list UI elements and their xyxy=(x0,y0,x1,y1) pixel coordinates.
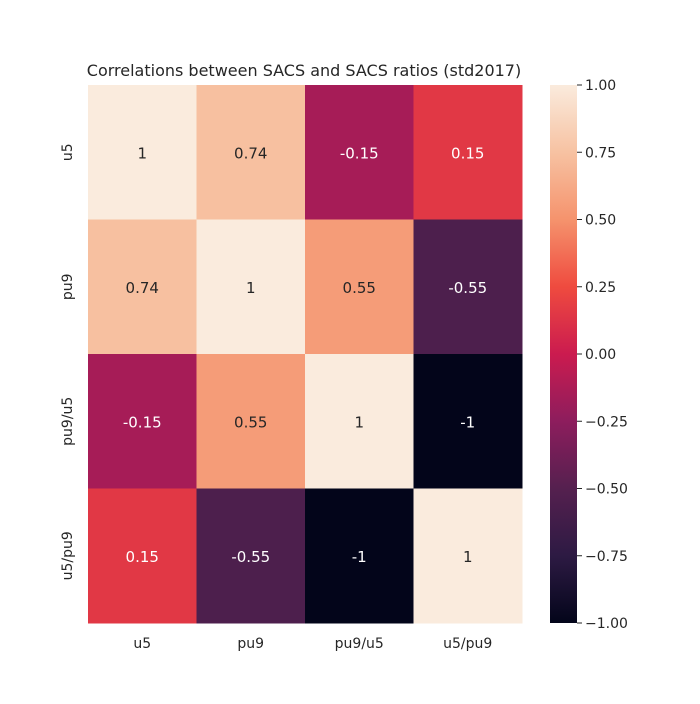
heatmap-cell-u5-u5/pu9 xyxy=(413,85,523,220)
colorbar-tick-label: −0.75 xyxy=(585,549,628,565)
x-tick-label: u5/pu9 xyxy=(443,636,492,652)
cell-value-label: 0.74 xyxy=(126,279,159,297)
colorbar-ticks: 1.00 0.75 0.50 0.25 0.00 −0.25 −0.50 −0.75 −1.00 xyxy=(577,78,628,632)
colorbar-tick-label: 0.50 xyxy=(585,213,616,229)
colorbar-tick-label: −1.00 xyxy=(585,616,628,632)
chart-title: Correlations between SACS and SACS ratio… xyxy=(87,61,521,80)
heatmap-cell-u5/pu9-pu9 xyxy=(196,488,306,624)
cell-value-label: 1 xyxy=(463,548,473,566)
y-tick-label: u5/pu9 xyxy=(60,531,76,580)
colorbar-tick-label: 0.00 xyxy=(585,347,616,363)
cell-value-label: 0.15 xyxy=(451,144,484,162)
cell-value-label: 0.55 xyxy=(234,413,267,431)
heatmap-cell-u5/pu9-pu9/u5 xyxy=(305,488,414,624)
cell-value-label: -0.55 xyxy=(448,279,487,297)
heatmap-cell-pu9-u5 xyxy=(88,219,197,355)
colorbar xyxy=(550,85,577,623)
cell-value-label: -1 xyxy=(352,548,367,566)
cell-value-label: 0.15 xyxy=(126,548,159,566)
cell-value-label: 0.55 xyxy=(343,279,376,297)
heatmap-cells: 1 0.74 -0.15 0.15 0.74 1 0.55 -0.55 -0.15 0.55 1 -1… xyxy=(88,85,523,624)
heatmap-cell-pu9/u5-u5/pu9 xyxy=(413,354,523,489)
colorbar-tick-label: −0.50 xyxy=(585,482,628,498)
heatmap-cell-pu9-pu9 xyxy=(196,219,306,355)
heatmap-cell-pu9/u5-u5 xyxy=(88,354,197,489)
cell-value-label: -0.15 xyxy=(340,144,379,162)
x-tick-label: u5 xyxy=(133,636,151,652)
cell-value-label: -0.55 xyxy=(231,548,270,566)
cell-value-label: -0.15 xyxy=(123,413,162,431)
x-tick-label: pu9/u5 xyxy=(335,636,384,652)
heatmap-cell-pu9/u5-pu9 xyxy=(196,354,306,489)
x-tick-labels: u5 pu9 pu9/u5 u5/pu9 xyxy=(133,636,492,652)
heatmap-cell-u5/pu9-u5 xyxy=(88,488,197,624)
colorbar-tick-label: 1.00 xyxy=(585,78,616,94)
heatmap-cell-u5-pu9/u5 xyxy=(305,85,414,220)
heatmap-cell-pu9-pu9/u5 xyxy=(305,219,414,355)
y-tick-label: pu9/u5 xyxy=(60,397,76,446)
colorbar-tick-label: −0.25 xyxy=(585,414,628,430)
colorbar-tick-label: 0.25 xyxy=(585,280,616,296)
cell-value-label: 0.74 xyxy=(234,144,267,162)
heatmap-cell-pu9/u5-pu9/u5 xyxy=(305,354,414,489)
y-tick-label: u5 xyxy=(60,143,76,161)
cell-value-label: 1 xyxy=(246,279,256,297)
cell-value-label: 1 xyxy=(354,413,364,431)
y-tick-labels: u5 pu9 pu9/u5 u5/pu9 xyxy=(60,143,76,580)
heatmap-cell-u5/pu9-u5/pu9 xyxy=(413,488,523,624)
cell-value-label: 1 xyxy=(137,144,147,162)
cell-value-label: -1 xyxy=(460,413,475,431)
heatmap-cell-u5-pu9 xyxy=(196,85,306,220)
colorbar-tick-label: 0.75 xyxy=(585,145,616,161)
y-tick-label: pu9 xyxy=(60,273,76,300)
x-tick-label: pu9 xyxy=(237,636,264,652)
heatmap-cell-u5-u5 xyxy=(88,85,197,220)
heatmap-cell-pu9-u5/pu9 xyxy=(413,219,523,355)
